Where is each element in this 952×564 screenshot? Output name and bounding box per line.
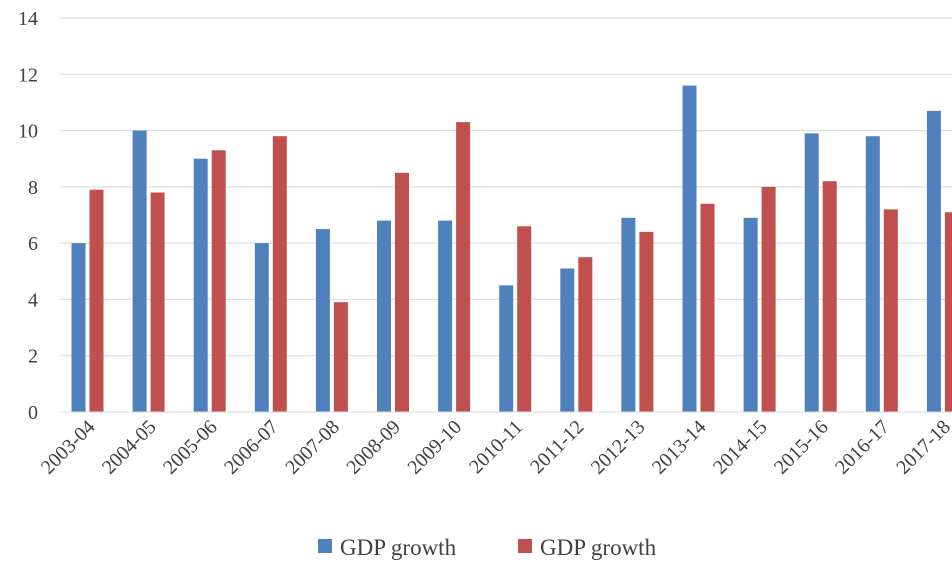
- bar-series-2-2005-06: [211, 150, 226, 412]
- x-tick-label: 2017-18: [892, 416, 952, 479]
- legend: GDP growth GDP growth: [318, 535, 657, 560]
- bar-series-1-2005-06: [193, 158, 208, 412]
- bar-series-2-2006-07: [272, 136, 287, 412]
- bar-series-2-2015-16: [822, 181, 837, 412]
- bar-series-2-2013-14: [700, 203, 715, 412]
- legend-swatch-series-1: [318, 539, 332, 553]
- x-tick-label: 2014-15: [709, 416, 772, 479]
- bar-series-2-2016-17: [883, 209, 898, 412]
- bars: [71, 85, 952, 413]
- bar-series-1-2010-11: [499, 285, 514, 412]
- bar-series-1-2003-04: [71, 243, 86, 412]
- y-tick-label: 2: [28, 346, 38, 368]
- y-tick-label: 4: [28, 289, 38, 311]
- x-tick-label: 2008-09: [342, 416, 405, 479]
- bar-series-1-2017-18: [926, 110, 941, 412]
- legend-label-series-2: GDP growth: [540, 535, 657, 560]
- x-tick-label: 2005-06: [159, 416, 222, 479]
- x-axis-tick-labels: 2003-042004-052005-062006-072007-082008-…: [37, 416, 952, 479]
- bar-series-2-2017-18: [944, 212, 952, 412]
- x-tick-label: 2004-05: [98, 416, 161, 479]
- bar-series-1-2016-17: [865, 136, 880, 412]
- bar-series-2-2010-11: [517, 226, 532, 412]
- bar-series-2-2012-13: [639, 231, 654, 412]
- y-tick-label: 12: [18, 64, 38, 86]
- bar-series-2-2008-09: [395, 172, 409, 412]
- x-tick-label: 2010-11: [465, 416, 527, 478]
- y-tick-label: 8: [28, 177, 38, 199]
- bar-series-1-2007-08: [315, 229, 330, 412]
- bar-series-1-2013-14: [682, 85, 697, 413]
- x-tick-label: 2016-17: [831, 416, 894, 479]
- x-tick-label: 2015-16: [770, 416, 833, 479]
- bar-series-1-2008-09: [377, 220, 391, 412]
- legend-label-series-1: GDP growth: [340, 535, 457, 560]
- y-tick-label: 6: [28, 233, 38, 255]
- y-tick-label: 0: [28, 402, 38, 424]
- bar-series-1-2011-12: [560, 268, 575, 412]
- y-axis-tick-labels: 0 2 4 6 8 10 12 14: [18, 8, 38, 424]
- bar-series-2-2004-05: [150, 192, 165, 412]
- x-tick-label: 2007-08: [281, 416, 344, 479]
- gridlines: [60, 17, 952, 357]
- bar-series-2-2007-08: [333, 302, 348, 412]
- x-tick-label: 2011-12: [526, 416, 588, 478]
- bar-series-2-2009-10: [456, 122, 471, 412]
- legend-swatch-series-2: [518, 539, 532, 553]
- x-tick-label: 2013-14: [648, 416, 711, 479]
- y-tick-label: 10: [18, 121, 38, 143]
- x-tick-label: 2003-04: [37, 416, 100, 479]
- bar-series-2-2014-15: [761, 186, 776, 412]
- bar-series-1-2006-07: [254, 243, 269, 412]
- x-tick-label: 2006-07: [220, 416, 283, 479]
- bar-series-1-2009-10: [438, 220, 453, 412]
- bar-series-2-2003-04: [89, 189, 104, 412]
- x-tick-label: 2009-10: [403, 416, 466, 479]
- bar-series-1-2012-13: [621, 217, 636, 412]
- bar-series-1-2004-05: [132, 130, 147, 413]
- bar-series-1-2014-15: [743, 217, 758, 412]
- y-tick-label: 14: [18, 8, 38, 30]
- x-tick-label: 2012-13: [587, 416, 650, 479]
- bar-series-2-2011-12: [578, 257, 593, 412]
- bar-series-1-2015-16: [804, 133, 819, 412]
